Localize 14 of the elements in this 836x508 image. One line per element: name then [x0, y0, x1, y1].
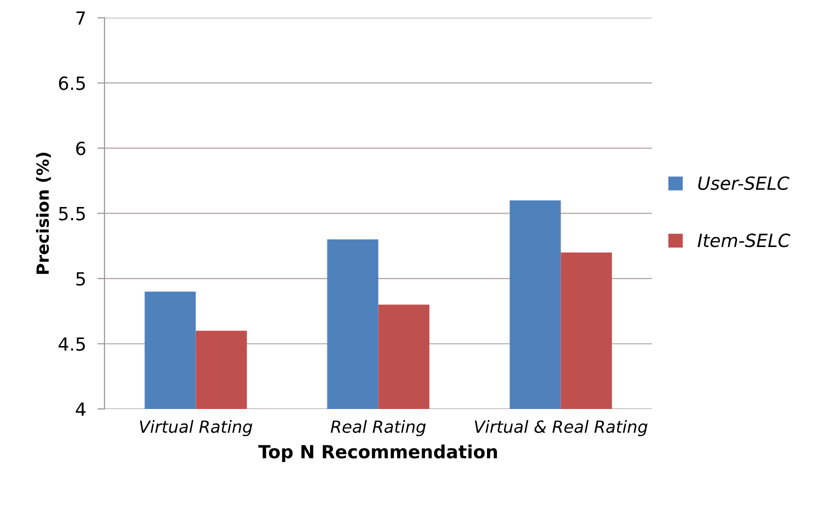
y-tick-label: 4.5 [58, 337, 85, 351]
y-tick-label: 6.5 [58, 76, 85, 90]
y-axis-title: Precision (%) [36, 152, 51, 274]
y-tick-label: 4 [76, 402, 86, 416]
x-tick-label: Virtual Rating [140, 420, 252, 436]
y-tick-label: 5.5 [59, 207, 85, 220]
legend-label: Item-SELC [698, 234, 790, 248]
y-tick-label: 7 [76, 11, 85, 25]
x-axis-title: Top N Recommendation [258, 444, 497, 462]
x-tick-label: Real Rating [330, 420, 426, 436]
y-tick-label: 5 [76, 272, 85, 286]
y-tick-label: 6 [76, 142, 86, 156]
legend-label: User-SELC [698, 176, 790, 190]
x-tick-label: Virtual & Real Rating [474, 420, 648, 436]
